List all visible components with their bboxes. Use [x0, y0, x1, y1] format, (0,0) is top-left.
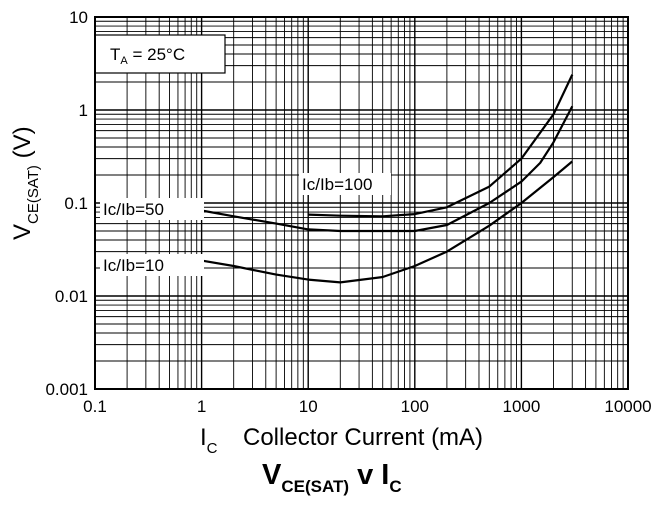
- annotation-prefix: T: [110, 45, 120, 64]
- x-tick-labels: 0.1 1 10 100 1000 10000: [83, 397, 651, 416]
- annotation-suffix: = 25°C: [128, 45, 185, 64]
- x-tick-label: 100: [401, 397, 429, 416]
- x-axis-sub: C: [207, 440, 218, 457]
- title-end-sub: C: [389, 477, 401, 496]
- series-line-0: [201, 160, 574, 284]
- series-label: Ic/Ib=10: [103, 256, 164, 275]
- x-tick-label: 1: [197, 397, 206, 416]
- x-axis-symbol: I: [200, 424, 207, 451]
- x-tick-label: 0.1: [83, 397, 107, 416]
- y-axis-unit: (V): [9, 126, 36, 165]
- x-axis-title: IC Collector Current (mA): [200, 424, 483, 459]
- annotation-sub: A: [120, 55, 128, 67]
- title-main-sub: CE(SAT): [281, 477, 349, 496]
- x-tick-label: 10000: [604, 397, 651, 416]
- series-label: Ic/Ib=50: [103, 200, 164, 219]
- y-tick-label: 1: [79, 101, 88, 120]
- x-tick-label: 10: [299, 397, 318, 416]
- title-main: V: [262, 459, 282, 491]
- series-line-1: [201, 105, 574, 233]
- y-tick-label: 0.001: [45, 380, 88, 399]
- temperature-annotation: TA = 25°C: [110, 45, 185, 67]
- y-axis-symbol: V: [9, 224, 36, 240]
- y-axis-sub: CE(SAT): [25, 165, 42, 224]
- series-label-bg: [100, 254, 204, 276]
- y-tick-label: 0.01: [55, 287, 88, 306]
- series-line-2: [308, 74, 574, 218]
- series-labels: Ic/Ib=10 Ic/Ib=50 Ic/Ib=100: [100, 173, 391, 276]
- chart-title: VCE(SAT) v IC: [262, 459, 402, 496]
- y-tick-label: 10: [69, 8, 88, 27]
- x-axis-text: Collector Current (mA): [243, 424, 483, 451]
- y-tick-label: 0.1: [64, 194, 88, 213]
- series-label: Ic/Ib=100: [302, 175, 372, 194]
- plot-frame: [94, 16, 629, 390]
- x-tick-label: 1000: [502, 397, 540, 416]
- series-lines: [201, 74, 574, 284]
- y-axis-title: VCE(SAT) (V): [9, 126, 42, 240]
- y-tick-labels: 0.001 0.01 0.1 1 10: [45, 8, 88, 399]
- title-mid: v I: [349, 459, 389, 491]
- annotation-box: [94, 34, 226, 74]
- series-label-bg: [100, 198, 204, 220]
- series-label-bg: [299, 173, 391, 195]
